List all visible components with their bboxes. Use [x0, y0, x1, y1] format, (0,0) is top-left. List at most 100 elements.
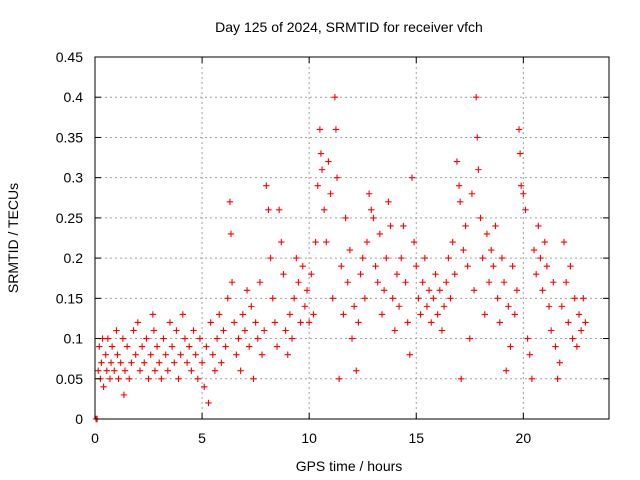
- data-point: [295, 279, 302, 286]
- data-point: [312, 238, 319, 246]
- data-point: [332, 126, 340, 133]
- data-point: [325, 158, 332, 165]
- data-point: [481, 311, 488, 318]
- data-point: [462, 222, 469, 230]
- data-point: [483, 230, 491, 238]
- data-point: [344, 279, 351, 286]
- data-point: [134, 319, 142, 326]
- data-point: [496, 319, 503, 326]
- data-point: [357, 271, 364, 278]
- data-point: [115, 375, 122, 382]
- data-point: [173, 327, 180, 334]
- data-point: [117, 359, 124, 366]
- data-point: [492, 222, 499, 230]
- data-point: [505, 303, 512, 310]
- y-tick-label: 0.25: [56, 210, 83, 226]
- data-point: [410, 238, 418, 246]
- data-point: [479, 254, 486, 262]
- data-point: [156, 359, 163, 366]
- data-point: [278, 238, 285, 246]
- data-point: [532, 271, 540, 278]
- data-point: [145, 375, 152, 382]
- data-point: [395, 303, 403, 310]
- x-tick-label: 5: [198, 430, 206, 446]
- data-point: [128, 359, 135, 366]
- data-point: [183, 359, 191, 366]
- data-point: [158, 375, 165, 382]
- data-point: [147, 351, 154, 358]
- data-point: [346, 246, 354, 254]
- data-point: [380, 287, 388, 294]
- x-tick-label: 20: [516, 430, 532, 446]
- data-point: [447, 295, 454, 302]
- data-point: [408, 174, 416, 181]
- data-point: [327, 190, 334, 197]
- data-point: [539, 287, 546, 294]
- data-point: [558, 303, 566, 310]
- data-point: [464, 262, 471, 270]
- data-point: [273, 343, 281, 350]
- data-point: [96, 343, 103, 350]
- x-axis: 0 5 10 15 20: [91, 57, 531, 446]
- x-axis-label: GPS time / hours: [296, 458, 403, 474]
- data-point: [111, 367, 118, 374]
- data-point: [103, 367, 110, 374]
- y-tick-label: 0.4: [64, 89, 84, 105]
- data-point: [562, 279, 570, 286]
- data-point: [383, 254, 390, 262]
- data-point: [560, 238, 568, 246]
- data-point: [413, 262, 420, 270]
- data-point: [316, 126, 324, 133]
- data-point: [509, 262, 516, 270]
- data-point: [565, 319, 572, 326]
- data-point: [288, 335, 296, 342]
- data-point: [143, 335, 150, 342]
- data-point: [153, 343, 161, 350]
- data-point: [569, 335, 576, 342]
- data-point: [417, 311, 424, 318]
- data-point: [475, 166, 482, 173]
- data-point: [271, 319, 279, 326]
- x-grid: [201, 57, 524, 419]
- data-point: [545, 303, 553, 310]
- data-point: [333, 174, 341, 181]
- data-point: [438, 327, 446, 334]
- data-point: [500, 279, 508, 286]
- data-point: [329, 295, 336, 302]
- data-point: [301, 303, 309, 310]
- data-point: [550, 279, 557, 286]
- data-point: [317, 150, 325, 157]
- data-point: [254, 335, 261, 342]
- data-point: [95, 367, 102, 374]
- data-point: [280, 271, 287, 278]
- data-point: [468, 190, 476, 197]
- data-point: [123, 343, 131, 350]
- data-point: [340, 311, 347, 318]
- data-point: [363, 238, 371, 246]
- data-point: [473, 94, 480, 101]
- data-point: [186, 343, 193, 350]
- data-point: [323, 238, 330, 246]
- data-point: [520, 190, 527, 197]
- data-point: [213, 335, 221, 342]
- data-point: [256, 279, 264, 286]
- data-point: [331, 94, 339, 101]
- y-tick-label: 0.35: [56, 129, 83, 145]
- data-point: [353, 367, 360, 374]
- data-point: [494, 295, 501, 302]
- data-point: [449, 238, 456, 246]
- data-point: [114, 351, 121, 358]
- data-point: [175, 375, 182, 382]
- data-point: [571, 295, 578, 302]
- data-point: [398, 254, 405, 262]
- data-point: [389, 295, 396, 302]
- data-point: [342, 214, 349, 222]
- data-point: [98, 359, 105, 366]
- data-point: [113, 327, 120, 334]
- data-point: [575, 311, 583, 318]
- data-point: [350, 303, 358, 310]
- data-point: [370, 214, 377, 222]
- data-point: [216, 311, 223, 318]
- data-point: [160, 335, 167, 342]
